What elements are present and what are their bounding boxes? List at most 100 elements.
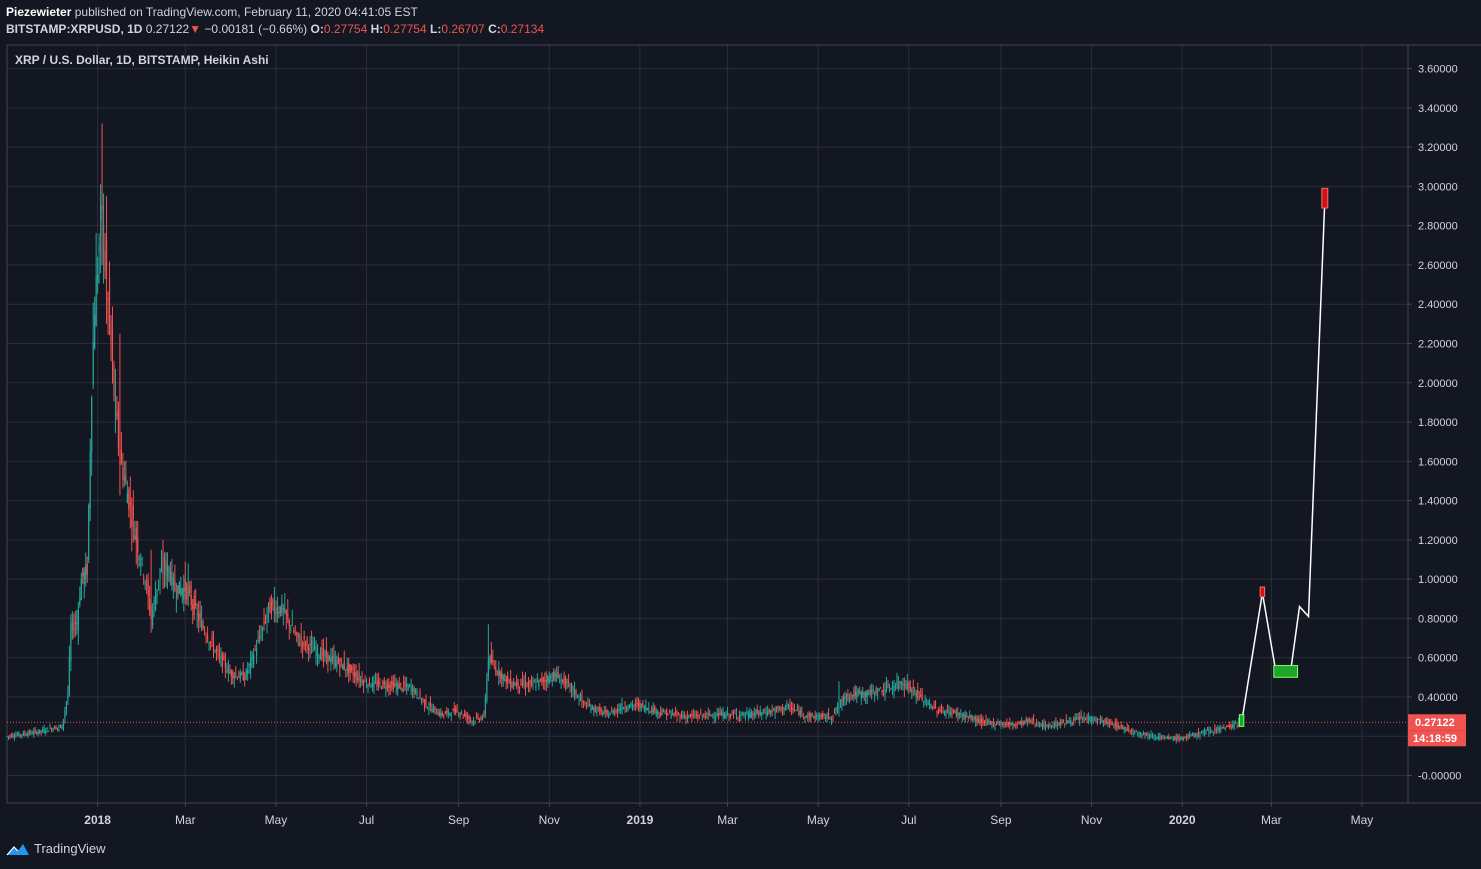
candle-body <box>55 727 57 730</box>
candle-body <box>732 713 735 715</box>
brand-name[interactable]: TradingView <box>34 841 106 856</box>
candle-body <box>409 684 411 686</box>
candle-body <box>272 599 274 606</box>
candle-body <box>181 589 183 595</box>
candle-body <box>1220 728 1222 731</box>
candle-body <box>239 672 241 680</box>
candle-body <box>704 716 706 718</box>
projection-box-red[interactable] <box>1321 187 1329 209</box>
candle-body <box>700 712 702 715</box>
candle-body <box>908 682 910 687</box>
candle-body <box>349 664 351 672</box>
candle-body <box>526 685 528 688</box>
symbol-label[interactable]: BITSTAMP:XRPUSD, 1D <box>6 22 143 36</box>
candle-body <box>1156 736 1158 739</box>
candle-body <box>146 583 148 585</box>
candle-body <box>416 691 418 696</box>
price-axis[interactable]: 3.60000 3.40000 3.20000 3.00000 2.80000 2.600… <box>1408 64 1466 783</box>
candle-body <box>988 720 990 723</box>
time-axis[interactable]: 2018 Mar May Jul Sep Nov 2019 Mar May Jul Sep Nov 20… <box>84 803 1373 827</box>
candle-body <box>729 714 732 717</box>
y-tick-label: 0.60000 <box>1418 653 1458 665</box>
candle-body <box>989 721 992 723</box>
candle-body <box>477 715 479 718</box>
candle-body <box>585 706 588 708</box>
candle-body <box>359 679 362 681</box>
candle-body <box>1151 736 1154 738</box>
candle-body <box>59 725 62 727</box>
candle-body <box>695 715 697 717</box>
candle-body <box>178 581 180 594</box>
candle-body <box>508 682 510 684</box>
candle-body <box>1104 719 1106 722</box>
candle-body <box>345 669 347 671</box>
candle-body <box>697 714 699 717</box>
candle-body <box>465 713 467 719</box>
projection-box-green[interactable] <box>1273 665 1299 678</box>
price-change: −0.00181 (−0.66%) <box>204 22 308 36</box>
candle-body <box>1229 724 1231 728</box>
candle-body <box>1205 731 1207 735</box>
y-tick-label: 2.00000 <box>1418 378 1458 390</box>
candle-body <box>1065 719 1067 721</box>
candle-body <box>853 693 855 698</box>
candle-body <box>825 717 827 719</box>
candle-body <box>1047 723 1050 729</box>
candle-body <box>1024 721 1026 723</box>
candle-body <box>1059 720 1061 726</box>
y-tick-label: 1.00000 <box>1418 574 1458 586</box>
candle-body <box>517 679 519 688</box>
candle-body <box>478 719 481 721</box>
candle-body <box>529 680 531 686</box>
candle-body <box>284 608 286 612</box>
candle-body <box>593 707 595 711</box>
candle-body <box>879 687 882 689</box>
candle-body <box>1194 735 1197 737</box>
candle-body <box>573 689 576 695</box>
candle-body <box>377 679 380 686</box>
candle-body <box>28 730 30 734</box>
candle-body <box>383 681 385 684</box>
candle-body <box>897 683 900 688</box>
candle-body <box>587 703 589 705</box>
candle-body <box>123 477 125 481</box>
candle-body <box>752 714 754 716</box>
candle-body <box>71 620 73 628</box>
candle-body <box>1227 725 1229 727</box>
candle-body <box>735 714 738 717</box>
candle-body <box>909 686 911 690</box>
candle-body <box>1095 719 1097 722</box>
candle-body <box>1134 732 1136 734</box>
candle-body <box>893 686 895 692</box>
candle-body <box>437 714 439 716</box>
candle-body <box>559 682 561 684</box>
author-name[interactable]: Piezewieter <box>6 5 72 19</box>
candle-body <box>645 706 647 711</box>
candle-body <box>459 713 461 715</box>
candle-body <box>1101 719 1103 723</box>
candle-body <box>802 715 804 717</box>
candle-body <box>1082 718 1084 721</box>
candle-body <box>639 702 641 709</box>
candle-body <box>1206 729 1209 731</box>
projection-box-green[interactable] <box>1238 714 1245 727</box>
candle-body <box>1199 734 1201 736</box>
projection-box-red[interactable] <box>1259 586 1266 598</box>
tradingview-logo-icon[interactable] <box>6 842 30 856</box>
candle-body <box>342 664 344 670</box>
candle-body <box>544 679 546 681</box>
projection-drawing[interactable] <box>1238 187 1329 727</box>
candle-body <box>550 675 552 678</box>
candle-body <box>187 591 189 593</box>
candle-body <box>340 658 342 663</box>
x-tick-label: Sep <box>990 813 1012 827</box>
candle-body <box>859 692 861 694</box>
candle-body <box>1233 723 1235 727</box>
candle-body <box>469 718 472 721</box>
candle-body <box>1089 716 1091 722</box>
candle-body <box>521 679 524 685</box>
candle-body <box>321 648 323 659</box>
candle-body <box>64 710 66 719</box>
candle-body <box>554 673 556 677</box>
